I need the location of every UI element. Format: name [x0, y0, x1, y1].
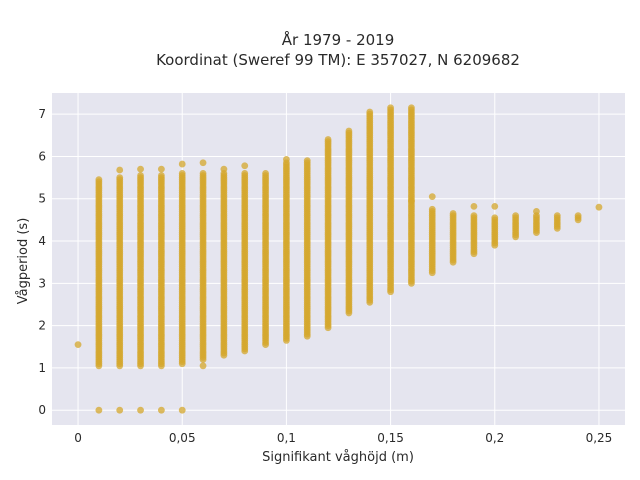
y-tick-label: 0	[38, 403, 46, 417]
chart-title-line2: Koordinat (Sweref 99 TM): E 357027, N 62…	[156, 51, 520, 69]
data-point	[283, 156, 290, 163]
data-point	[470, 212, 478, 220]
x-tick-label: 0,2	[485, 431, 504, 445]
data-point	[428, 205, 436, 213]
data-point	[137, 165, 144, 173]
data-point	[491, 202, 499, 210]
x-tick-label: 0,05	[169, 431, 196, 445]
data-point	[116, 406, 124, 414]
data-point	[366, 108, 374, 116]
data-point	[116, 174, 124, 181]
data-point	[241, 162, 249, 170]
data-point	[157, 172, 165, 179]
data-point	[428, 193, 436, 201]
y-tick-label: 6	[38, 149, 46, 163]
data-point	[449, 210, 457, 217]
data-point	[199, 159, 207, 167]
data-points	[74, 104, 603, 414]
data-point	[262, 169, 269, 177]
y-tick-label: 1	[38, 361, 46, 375]
data-point	[178, 169, 186, 177]
data-point	[178, 160, 186, 168]
data-point	[241, 169, 249, 177]
data-point	[408, 104, 415, 112]
data-point	[595, 203, 603, 211]
data-point	[116, 166, 124, 174]
x-tick-label: 0	[74, 431, 82, 445]
chart-title-line1: År 1979 - 2019	[282, 30, 395, 49]
data-point	[157, 165, 165, 173]
data-point	[574, 212, 582, 220]
data-point	[137, 172, 144, 179]
data-point	[324, 136, 332, 143]
data-point	[553, 212, 561, 220]
data-point	[95, 406, 103, 414]
x-tick-label: 0,15	[377, 431, 404, 445]
data-point	[220, 165, 228, 173]
data-point	[199, 169, 207, 177]
x-tick-label: 0,1	[277, 431, 296, 445]
data-point	[470, 202, 478, 210]
data-point	[95, 176, 103, 184]
x-tick-label: 0,25	[586, 431, 613, 445]
x-axis-label: Signifikant våghöjd (m)	[262, 450, 414, 465]
data-point	[533, 208, 540, 215]
y-tick-label: 7	[38, 107, 46, 121]
grid	[52, 93, 625, 425]
data-point	[199, 362, 207, 370]
data-point	[157, 406, 165, 414]
data-point	[137, 406, 144, 414]
y-axis-label: Vågperiod (s)	[16, 218, 31, 305]
data-point	[512, 212, 520, 220]
data-point	[408, 197, 415, 205]
data-point	[387, 104, 394, 112]
data-point	[345, 127, 353, 135]
plot-area	[52, 93, 625, 425]
y-tick-label: 5	[38, 192, 46, 206]
y-tick-label: 3	[38, 276, 46, 290]
data-point	[178, 406, 186, 414]
data-point	[491, 214, 499, 222]
y-tick-label: 4	[38, 234, 46, 248]
data-point	[74, 341, 82, 349]
y-tick-label: 2	[38, 319, 46, 333]
tick-labels: 0 0,05 0,1 0,15 0,2 0,25 0 1 2 3 4 5 6 7	[38, 107, 612, 445]
data-point	[303, 157, 311, 165]
